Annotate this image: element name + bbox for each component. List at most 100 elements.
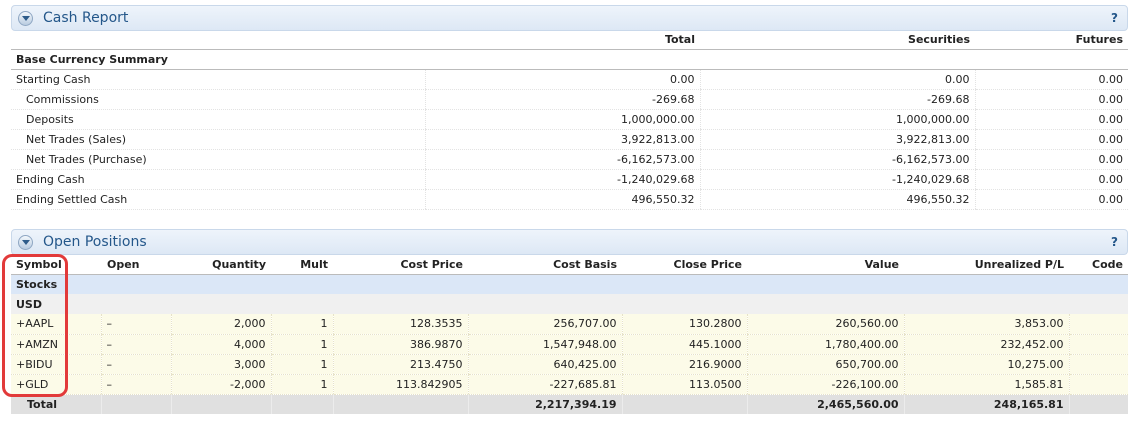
cell-quantity: 3,000 (170, 354, 271, 375)
column-header: Securities (700, 31, 975, 50)
table-row: Ending Cash -1,240,029.68 -1,240,029.68 … (11, 169, 1128, 190)
section-title: Open Positions (43, 234, 147, 250)
row-label: Ending Cash (11, 169, 425, 190)
row-label: Deposits (11, 109, 425, 130)
row-label: Net Trades (Sales) (11, 129, 425, 150)
table-row: Net Trades (Purchase) -6,162,573.00 -6,1… (11, 149, 1128, 170)
total-unrealized: 248,165.81 (903, 394, 1069, 414)
table-header-row: Symbol Open Quantity Mult Cost Price Cos… (11, 256, 1128, 275)
cell-value: 260,560.00 (746, 314, 904, 335)
cell-code (1068, 334, 1128, 355)
table-row: Commissions -269.68 -269.68 0.00 (11, 89, 1128, 110)
cell-total: 1,000,000.00 (424, 109, 700, 130)
column-header: Mult (271, 256, 333, 275)
row-label: Commissions (11, 89, 425, 110)
cell-securities: -6,162,573.00 (699, 149, 975, 170)
cash-report-header[interactable]: Cash Report ? (11, 5, 1128, 31)
currency-row: USD (11, 294, 1128, 314)
cell-code (1068, 354, 1128, 375)
cell-mult: 1 (270, 374, 333, 395)
cell-total: 0.00 (424, 69, 700, 90)
cell-open: – (100, 334, 171, 355)
symbol-column-highlight (2, 254, 68, 397)
cell-total: -269.68 (424, 89, 700, 110)
total-value: 2,465,560.00 (746, 394, 904, 414)
cell-futures: 0.00 (974, 109, 1128, 130)
cell-close-price: 130.2800 (621, 314, 747, 335)
cell-cost-price: 113.842905 (332, 374, 468, 395)
symbol-link[interactable]: +BIDU (11, 354, 101, 375)
table-row: Ending Settled Cash 496,550.32 496,550.3… (11, 189, 1128, 210)
cell-cost-price: 128.3535 (332, 314, 468, 335)
column-header: Unrealized P/L (904, 256, 1069, 275)
cell-quantity: -2,000 (170, 374, 271, 395)
row-label: Net Trades (Purchase) (11, 149, 425, 170)
table-row: +BIDU – 3,000 1 213.4750 640,425.00 216.… (11, 354, 1128, 375)
cell-total: -1,240,029.68 (424, 169, 700, 190)
cell-securities: 0.00 (699, 69, 975, 90)
cell-total: 496,550.32 (424, 189, 700, 210)
symbol-link[interactable]: +AAPL (11, 314, 101, 335)
table-header-row: Total Securities Futures (11, 31, 1128, 50)
cell-cost-basis: -227,685.81 (467, 374, 622, 395)
section-title: Cash Report (43, 10, 129, 26)
column-header: Cost Price (333, 256, 468, 275)
base-currency-row: Base Currency Summary (11, 49, 1128, 70)
open-positions-header[interactable]: Open Positions ? (11, 229, 1128, 255)
column-header: Open (101, 256, 171, 275)
total-label: Total (11, 394, 101, 414)
column-header: Value (747, 256, 904, 275)
total-row: Total 2,217,394.19 2,465,560.00 248,165.… (11, 394, 1128, 414)
cell-total: -6,162,573.00 (424, 149, 700, 170)
cell-open: – (100, 374, 171, 395)
table-row: +GLD – -2,000 1 113.842905 -227,685.81 1… (11, 374, 1128, 395)
help-icon[interactable]: ? (1111, 11, 1118, 25)
column-header: Cost Basis (468, 256, 622, 275)
cell-unrealized: 1,585.81 (903, 374, 1069, 395)
currency-label: USD (11, 294, 1128, 314)
cell-quantity: 4,000 (170, 334, 271, 355)
cell-futures: 0.00 (974, 169, 1128, 190)
row-label: Ending Settled Cash (11, 189, 425, 210)
cell-futures: 0.00 (974, 89, 1128, 110)
help-icon[interactable]: ? (1111, 235, 1118, 249)
cell-securities: -1,240,029.68 (699, 169, 975, 190)
symbol-link[interactable]: +GLD (11, 374, 101, 395)
cell-futures: 0.00 (974, 189, 1128, 210)
cell-futures: 0.00 (974, 129, 1128, 150)
cell-value: 1,780,400.00 (746, 334, 904, 355)
column-header: Code (1069, 256, 1128, 275)
cell-cost-price: 213.4750 (332, 354, 468, 375)
collapse-icon[interactable] (18, 11, 33, 26)
cell-securities: 1,000,000.00 (699, 109, 975, 130)
cell-quantity: 2,000 (170, 314, 271, 335)
row-label: Starting Cash (11, 69, 425, 90)
cell-mult: 1 (270, 334, 333, 355)
cell-futures: 0.00 (974, 149, 1128, 170)
collapse-icon[interactable] (18, 235, 33, 250)
asset-class-row: Stocks (11, 274, 1128, 294)
column-header: Total (425, 31, 700, 50)
cell-unrealized: 10,275.00 (903, 354, 1069, 375)
cell-open: – (100, 314, 171, 335)
cell-futures: 0.00 (974, 69, 1128, 90)
open-positions-table: Symbol Open Quantity Mult Cost Price Cos… (11, 256, 1128, 414)
symbol-link[interactable]: +AMZN (11, 334, 101, 355)
cell-close-price: 216.9000 (621, 354, 747, 375)
column-header: Symbol (11, 256, 101, 275)
cell-close-price: 445.1000 (621, 334, 747, 355)
cell-value: -226,100.00 (746, 374, 904, 395)
cell-open: – (100, 354, 171, 375)
cell-securities: 3,922,813.00 (699, 129, 975, 150)
cell-mult: 1 (270, 314, 333, 335)
table-row: Starting Cash 0.00 0.00 0.00 (11, 69, 1128, 90)
cell-value: 650,700.00 (746, 354, 904, 375)
cell-cost-basis: 1,547,948.00 (467, 334, 622, 355)
cash-report-table: Total Securities Futures Base Currency S… (11, 31, 1128, 210)
cell-unrealized: 3,853.00 (903, 314, 1069, 335)
total-cost-basis: 2,217,394.19 (467, 394, 622, 414)
table-row: Net Trades (Sales) 3,922,813.00 3,922,81… (11, 129, 1128, 150)
column-header: Quantity (171, 256, 271, 275)
cell-cost-basis: 640,425.00 (467, 354, 622, 375)
cell-unrealized: 232,452.00 (903, 334, 1069, 355)
